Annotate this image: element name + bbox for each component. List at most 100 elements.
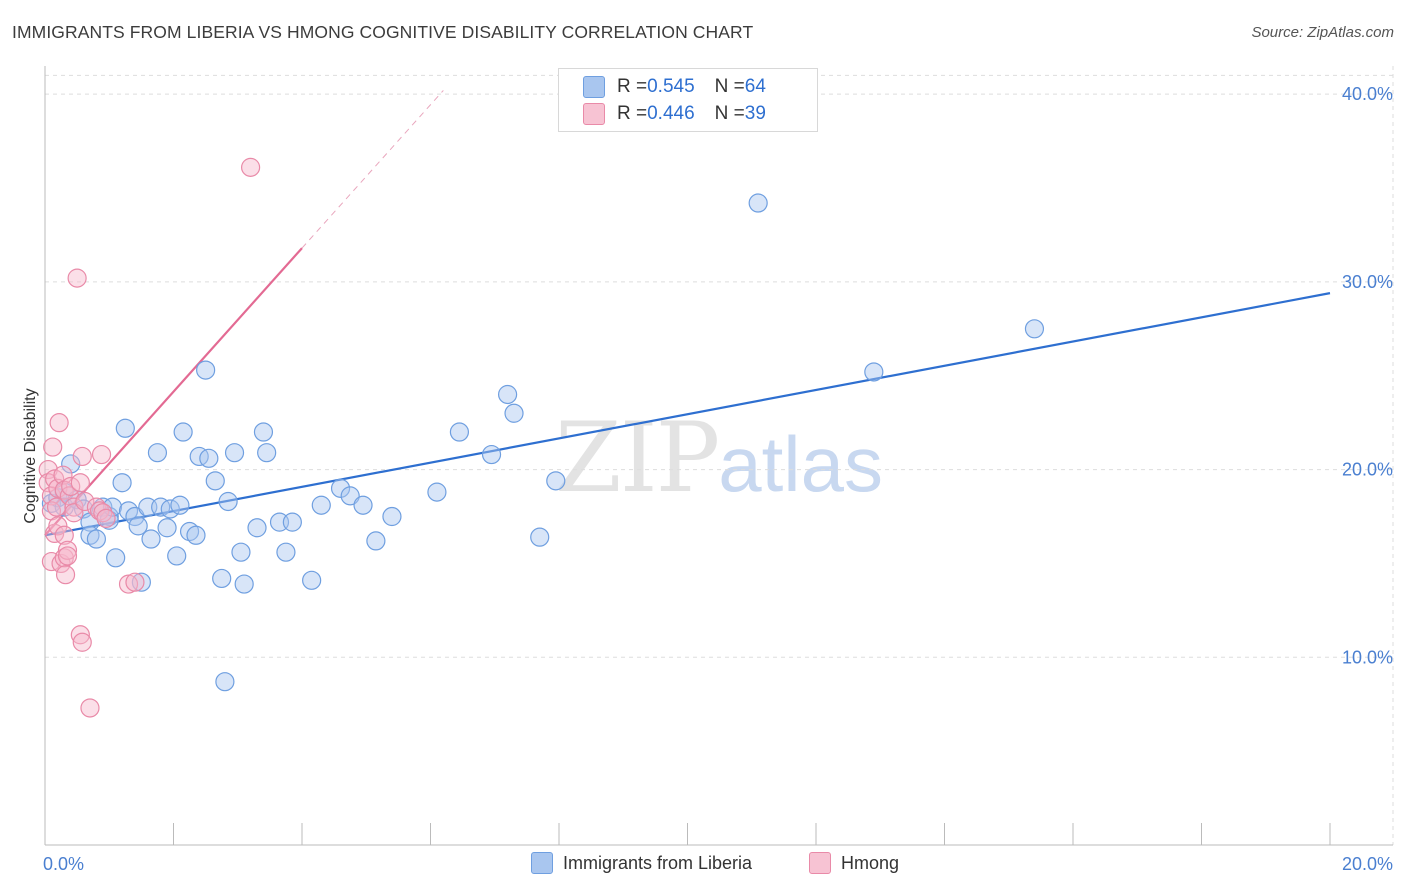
data-point: [54, 525, 74, 545]
trend-line: [44, 292, 1331, 537]
legend-n-label: N =: [714, 76, 745, 97]
trend-lines: [44, 90, 1331, 537]
x-tick-label: 0.0%: [43, 854, 84, 874]
data-point: [106, 548, 126, 568]
data-point: [55, 565, 76, 585]
data-point: [96, 508, 116, 528]
legend-n-value: 39: [744, 103, 766, 124]
data-point: [224, 443, 245, 463]
data-point: [46, 497, 67, 517]
legend-label-liberia: Immigrants from Liberia: [563, 852, 753, 873]
data-point: [151, 497, 171, 517]
y-tick-label: 10.0%: [1342, 647, 1393, 667]
data-point: [93, 503, 113, 523]
series-hmong-points: [38, 157, 261, 718]
data-point: [189, 446, 209, 467]
data-point: [196, 360, 216, 380]
y-tick-label: 40.0%: [1342, 84, 1393, 104]
data-point: [72, 446, 92, 467]
series-liberia-points: [41, 193, 1045, 692]
legend-item-liberia: Immigrants from Liberia: [531, 852, 752, 874]
data-point: [340, 486, 360, 506]
data-point: [53, 465, 73, 485]
watermark-zip: ZIP: [555, 402, 720, 514]
legend-n-value: 64: [744, 76, 766, 97]
data-point: [86, 529, 107, 549]
x-tick-label: 20.0%: [1342, 854, 1393, 874]
data-point: [212, 568, 232, 589]
data-point: [449, 422, 470, 442]
data-point: [282, 512, 302, 532]
data-point: [353, 495, 373, 515]
data-point: [90, 501, 110, 521]
data-point: [218, 491, 238, 512]
legend-swatch-pink: [583, 103, 605, 125]
data-point: [748, 193, 768, 213]
data-point: [64, 497, 84, 517]
legend-swatch-blue: [583, 76, 605, 98]
data-point: [167, 546, 187, 566]
data-point: [382, 506, 402, 527]
legend-r-label: R =: [617, 103, 648, 124]
data-point: [70, 473, 90, 493]
data-point: [173, 422, 193, 442]
axis-labels: 10.0% 20.0% 30.0% 40.0% 0.0% 20.0% Cognitive D…: [22, 84, 1393, 874]
data-point: [38, 459, 58, 480]
data-point: [330, 478, 351, 498]
data-point: [546, 471, 566, 491]
data-point: [70, 625, 90, 645]
legend-row-liberia: R = 0.545 N = 64: [583, 74, 766, 100]
data-point: [49, 413, 69, 433]
data-point: [170, 495, 190, 515]
watermark-atlas: atlas: [718, 420, 883, 508]
legend-label-hmong: Hmong: [841, 852, 900, 873]
legend-r-value: 0.446: [647, 103, 695, 124]
data-point: [67, 268, 87, 288]
legend-r-label: R =: [617, 76, 648, 97]
data-point: [498, 384, 518, 405]
data-point: [61, 454, 81, 474]
legend-swatch-blue: [531, 852, 553, 874]
legend-r-value: 0.545: [647, 76, 695, 97]
legend-item-hmong: Hmong: [809, 852, 899, 874]
data-point: [48, 516, 68, 536]
watermark: ZIPatlas: [555, 402, 883, 514]
data-point: [61, 476, 81, 497]
data-point: [205, 471, 225, 491]
legend-row-hmong: R = 0.446 N = 39: [583, 101, 766, 127]
data-point: [72, 632, 92, 652]
data-point: [427, 482, 447, 502]
legend-n-label: N =: [714, 103, 745, 124]
data-point: [57, 540, 78, 560]
data-point: [311, 495, 331, 515]
series-legend: Immigrants from Liberia Hmong: [0, 852, 1406, 878]
data-point: [530, 527, 550, 547]
data-point: [215, 672, 235, 692]
data-point: [481, 444, 502, 465]
data-point: [247, 518, 267, 538]
legend-swatch-pink: [809, 852, 831, 874]
data-point: [115, 418, 135, 438]
data-point: [302, 570, 322, 590]
data-point: [231, 542, 251, 562]
data-point: [253, 422, 274, 442]
data-point: [141, 529, 161, 549]
y-tick-label: 20.0%: [1342, 460, 1393, 480]
data-point: [1024, 319, 1045, 339]
axes: [44, 66, 1393, 846]
data-point: [147, 443, 168, 463]
data-point: [366, 531, 386, 551]
data-point: [80, 698, 100, 718]
data-point: [128, 516, 148, 536]
data-point: [199, 448, 219, 468]
data-point: [112, 473, 132, 493]
data-point: [91, 444, 112, 465]
data-point: [504, 403, 524, 423]
data-point: [43, 437, 63, 457]
trend-extension: [301, 90, 444, 249]
gridlines: [45, 66, 1394, 845]
data-point: [102, 497, 123, 517]
data-point: [57, 546, 78, 566]
data-point: [125, 572, 145, 592]
